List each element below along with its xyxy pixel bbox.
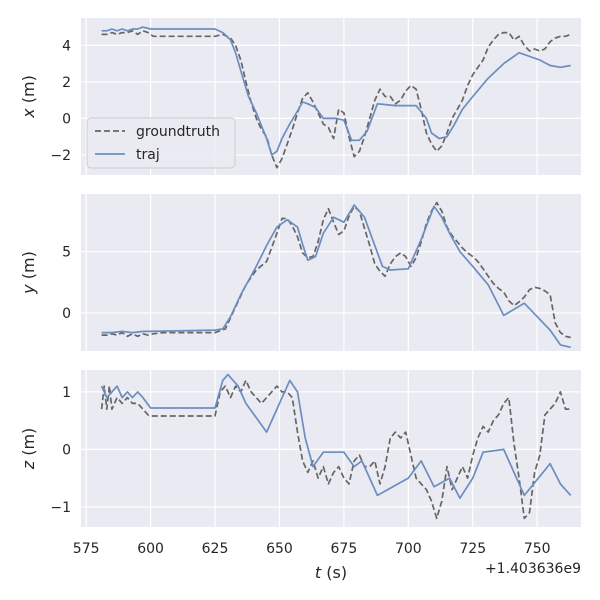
y-axis-label: y (m) — [19, 251, 38, 295]
legend-label-traj: traj — [136, 147, 160, 163]
series-line-groundtruth — [101, 201, 571, 339]
x-axis-label: t (s) — [315, 563, 347, 582]
y-tick-label: 0 — [62, 442, 71, 458]
subplot-2: −1 0 1 z (m) — [19, 370, 581, 527]
x-tick-label: 675 — [331, 541, 358, 557]
subplot-1: 0 5 y (m) — [19, 194, 581, 351]
x-tick-label: 725 — [459, 541, 486, 557]
y-tick-label: −1 — [50, 500, 71, 516]
x-tick-labels: 575 600 625 650 675 700 725 750 — [73, 541, 551, 557]
legend-label-groundtruth: groundtruth — [136, 124, 220, 140]
legend: groundtruth traj — [86, 117, 236, 169]
plot-area — [81, 370, 581, 527]
y-tick-label: −2 — [50, 148, 71, 164]
x-tick-label: 700 — [395, 541, 422, 557]
y-axis-label: x (m) — [19, 75, 38, 119]
y-tick-label: 1 — [62, 385, 71, 401]
series-line-groundtruth — [101, 29, 571, 169]
y-tick-label: 5 — [62, 245, 71, 261]
series-line-groundtruth — [100, 379, 571, 520]
y-tick-label: 4 — [62, 38, 71, 54]
x-tick-label: 575 — [73, 541, 100, 557]
series-line-traj — [100, 373, 572, 500]
subplot-stack: −2 0 2 4 x (m) 0 5 y (m) −1 0 1 z (m) — [19, 18, 581, 527]
x-tick-label: 600 — [137, 541, 164, 557]
x-tick-label: 750 — [524, 541, 551, 557]
series-line-traj — [101, 204, 571, 349]
y-tick-label: 0 — [62, 306, 71, 322]
y-tick-label: 0 — [62, 111, 71, 127]
y-axis-label: z (m) — [19, 428, 38, 471]
y-tick-label: 2 — [62, 75, 71, 91]
x-tick-label: 650 — [266, 541, 293, 557]
x-tick-label: 625 — [202, 541, 229, 557]
x-offset-label: +1.403636e9 — [485, 561, 581, 577]
series-line-traj — [101, 26, 571, 156]
